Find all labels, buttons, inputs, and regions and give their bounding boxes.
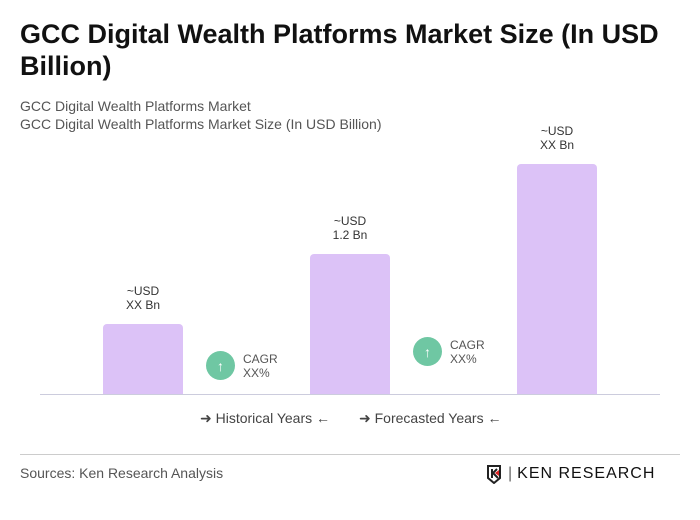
legend-forecasted: ➜ Forecasted Years ←: [359, 410, 502, 426]
data-label-2: ~USD 1.2 Bn: [332, 214, 368, 242]
arrow-up-icon: ↑: [413, 337, 442, 366]
subtitle-2: GCC Digital Wealth Platforms Market Size…: [20, 116, 382, 132]
bar-2: [310, 254, 390, 394]
bar-3: [517, 164, 597, 394]
ken-research-logo: | KEN RESEARCH: [486, 464, 655, 484]
arrow-up-icon: ↑: [206, 351, 235, 380]
logo-icon: [487, 465, 501, 484]
divider: [20, 454, 680, 455]
x-axis: [40, 394, 660, 395]
cagr-annotation-1: ↑ CAGR XX%: [206, 351, 278, 380]
data-label-3: ~USD XX Bn: [539, 124, 575, 152]
arrow-right-icon: ➜: [200, 410, 212, 426]
sources: Sources: Ken Research Analysis: [20, 465, 224, 481]
bar-1: [103, 324, 183, 394]
arrow-left-icon: ←: [316, 410, 331, 426]
chart-title: GCC Digital Wealth Platforms Market Size…: [20, 19, 659, 81]
cagr-annotation-2: ↑ CAGR XX%: [413, 337, 485, 366]
arrow-left-icon: ←: [487, 410, 502, 426]
data-label-1: ~USD XX Bn: [125, 284, 161, 312]
arrow-right-icon: ➜: [359, 410, 371, 426]
subtitle: GCC Digital Wealth Platforms Market: [20, 98, 251, 114]
legend-historical: ➜ Historical Years ←: [200, 410, 331, 426]
